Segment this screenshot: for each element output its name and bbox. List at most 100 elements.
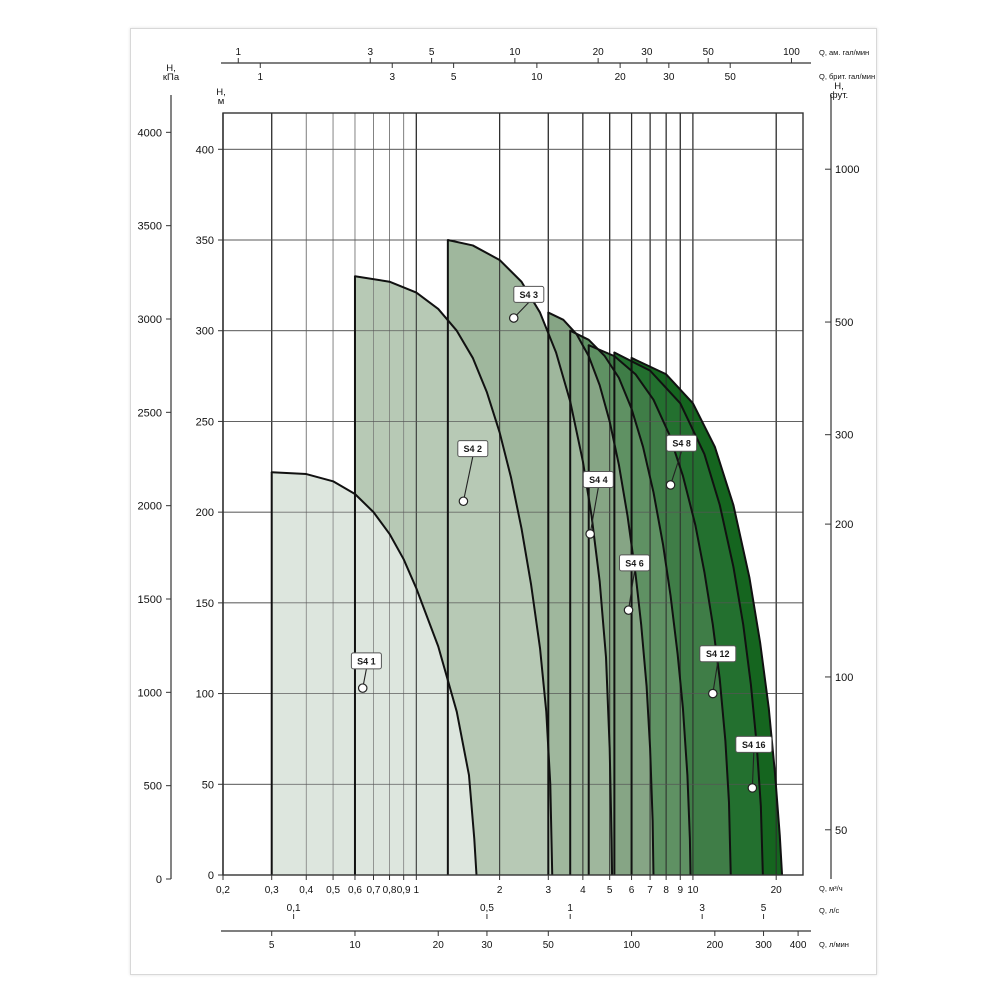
tick-label-ukgpm-4: 20: [615, 72, 627, 83]
callout-box[interactable]: [666, 434, 698, 452]
callout-label: S4 3: [520, 290, 539, 300]
tick-label-usgpm-4: 20: [593, 47, 605, 58]
axis-title-bottom-secondary: Q, л/с: [819, 906, 839, 915]
tick-label-kpa-2500: 2500: [138, 407, 162, 419]
operating-point-marker[interactable]: [665, 480, 676, 490]
tick-label-ft-50: 50: [835, 825, 847, 837]
callout-S4-4[interactable]: S4 4: [582, 471, 614, 539]
callout-leader: [751, 752, 755, 788]
curve-S4-16: [630, 356, 784, 875]
tick-label-350: 350: [196, 235, 214, 247]
tick-label-ls-0: 0,1: [287, 903, 301, 914]
axis-top-primary: 1 3 5 10 20 30 50 100 Q, ам. гал/мин: [221, 47, 869, 64]
tick-label-ls-2: 1: [567, 903, 573, 914]
tick-label-kpa-2000: 2000: [138, 501, 162, 513]
chart-sheet: S4 1 S4 2 S4 3 S4 4 S4 6 S4 8 S4 12 S4 16 0 50 100…: [130, 28, 877, 975]
operating-point-marker[interactable]: [585, 529, 595, 539]
tick-label-lmin-2: 20: [433, 940, 445, 951]
callout-box[interactable]: [619, 554, 650, 572]
operating-point-marker[interactable]: [708, 688, 718, 699]
tick-label-q-17: 10: [687, 885, 699, 896]
callout-S4-6[interactable]: S4 6: [619, 554, 650, 615]
operating-point-marker[interactable]: [623, 605, 634, 615]
tick-label-usgpm-1: 3: [367, 47, 373, 58]
callout-box[interactable]: [735, 735, 773, 753]
callout-S4-16[interactable]: S4 16: [735, 735, 773, 793]
tick-label-lmin-0: 5: [269, 940, 275, 951]
operating-point-marker[interactable]: [508, 313, 519, 323]
callout-leader: [589, 487, 599, 535]
tick-label-lmin-4: 50: [543, 940, 555, 951]
callout-box[interactable]: [699, 645, 737, 663]
curve-S4-1: [270, 471, 478, 875]
callout-box[interactable]: [582, 471, 614, 488]
axis-unit-left-inner: м: [218, 96, 225, 107]
callout-S4-1[interactable]: S4 1: [350, 652, 382, 693]
callout-box[interactable]: [457, 440, 489, 458]
tick-label-q-0: 0,2: [216, 885, 230, 896]
callout-label: S4 8: [672, 439, 691, 449]
callout-S4-2[interactable]: S4 2: [457, 440, 489, 507]
tick-label-lmin-5: 100: [623, 940, 640, 951]
tick-label-ukgpm-2: 5: [451, 72, 457, 83]
axis-title-top-secondary: Q, брит. гал/мин: [819, 72, 875, 81]
series-area-S4-1: [271, 472, 477, 875]
curve-S4-4: [547, 311, 655, 875]
tick-label-ls-4: 5: [761, 903, 767, 914]
operating-point-marker[interactable]: [458, 496, 469, 507]
callout-leader: [670, 451, 683, 486]
tick-label-ukgpm-0: 1: [257, 72, 263, 83]
curve-S4-2: [353, 275, 554, 875]
tick-label-ls-1: 0,5: [480, 903, 494, 914]
tick-label-usgpm-2: 5: [429, 47, 435, 58]
tick-label-q-15: 8: [663, 885, 669, 896]
series-s4-1: [271, 472, 477, 875]
tick-label-ft-500: 500: [835, 317, 853, 329]
operating-point-marker[interactable]: [357, 683, 368, 693]
tick-label-kpa-0: 0: [156, 874, 162, 886]
callout-leader: [712, 661, 719, 694]
curve-S4-8: [587, 344, 732, 875]
tick-label-400: 400: [196, 144, 214, 156]
tick-label-ukgpm-5: 30: [663, 72, 675, 83]
tick-label-50: 50: [202, 779, 214, 791]
tick-label-ft-200: 200: [835, 519, 853, 531]
tick-label-kpa-500: 500: [144, 781, 162, 793]
tick-label-usgpm-0: 1: [235, 47, 241, 58]
callout-S4-12[interactable]: S4 12: [699, 645, 737, 699]
callout-box[interactable]: [350, 652, 382, 670]
tick-label-300: 300: [196, 326, 214, 338]
tick-label-kpa-1000: 1000: [138, 687, 162, 699]
tick-label-usgpm-3: 10: [509, 47, 521, 58]
callout-label: S4 4: [589, 475, 608, 485]
series-callouts: S4 1 S4 2 S4 3 S4 4 S4 6 S4 8 S4 12 S4 16: [350, 285, 773, 793]
series-curves: [270, 239, 784, 875]
tick-label-q-8: 1: [414, 885, 420, 896]
axis-title-right: H,: [834, 81, 844, 92]
tick-label-usgpm-5: 30: [641, 47, 653, 58]
tick-label-q-13: 6: [629, 885, 635, 896]
tick-label-q-3: 0,5: [326, 885, 340, 896]
callout-leader: [462, 456, 474, 502]
tick-label-q-9: 2: [497, 885, 503, 896]
callout-S4-3[interactable]: S4 3: [508, 285, 545, 323]
tick-label-ukgpm-6: 50: [725, 72, 737, 83]
axis-title-left-outer: H,: [166, 63, 176, 74]
tick-label-ft-1000: 1000: [835, 164, 859, 176]
axis-right-feet: 50 100 200 300 500 1000 H,фут.: [825, 81, 859, 879]
tick-label-lmin-1: 10: [349, 940, 361, 951]
tick-label-kpa-4000: 4000: [138, 127, 162, 139]
operating-point-marker[interactable]: [747, 783, 758, 793]
axis-top-secondary: 1 3 5 10 20 30 50 Q, брит. гал/мин: [257, 63, 875, 83]
tick-label-lmin-3: 30: [481, 940, 493, 951]
callout-label: S4 16: [742, 740, 766, 750]
axis-left-inner: 0 50 100 150 200 250 300 350 400 H,м: [196, 87, 226, 882]
tick-label-ukgpm-1: 3: [389, 72, 395, 83]
callout-box[interactable]: [513, 285, 545, 303]
callout-S4-8[interactable]: S4 8: [665, 434, 698, 490]
tick-label-0: 0: [208, 870, 214, 882]
tick-label-lmin-7: 300: [755, 940, 772, 951]
tick-label-q-2: 0,4: [299, 885, 313, 896]
curve-S4-6: [569, 329, 692, 875]
